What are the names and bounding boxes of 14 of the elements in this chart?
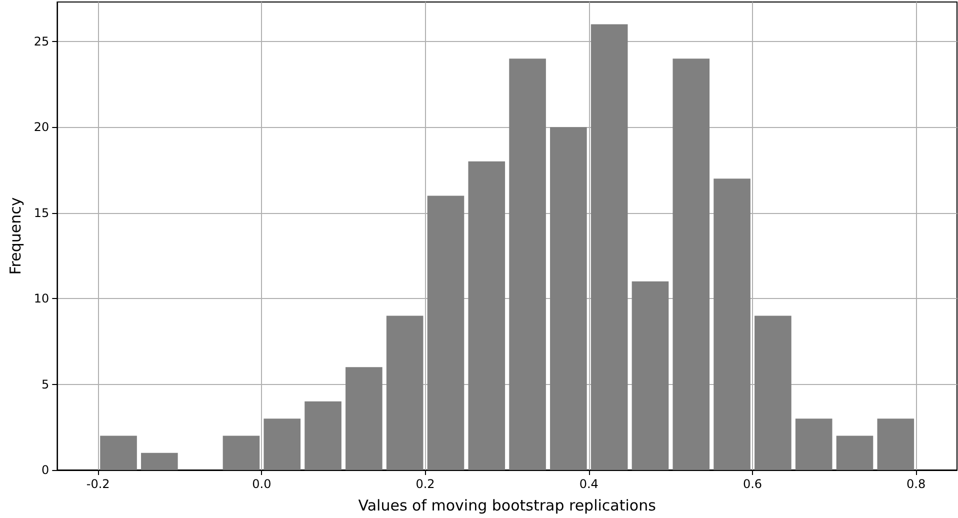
x-tick-label: 0.6 xyxy=(742,477,762,491)
x-axis-title: Values of moving bootstrap replications xyxy=(358,496,656,514)
y-tick-label: 15 xyxy=(34,206,50,220)
y-tick-label: 0 xyxy=(42,463,50,477)
y-tick-label: 10 xyxy=(34,292,50,306)
x-tick-label: -0.2 xyxy=(86,477,110,491)
x-tick-label: 0.8 xyxy=(906,477,926,491)
x-tick-label: 0.4 xyxy=(579,477,598,491)
y-tick-label: 25 xyxy=(34,34,50,48)
y-tick-label: 5 xyxy=(42,377,50,392)
x-tick-label: 0.0 xyxy=(252,477,272,491)
y-tick-label: 20 xyxy=(34,120,50,134)
y-axis-title: Frequency xyxy=(6,197,24,275)
x-tick-label: 0.2 xyxy=(416,477,435,491)
